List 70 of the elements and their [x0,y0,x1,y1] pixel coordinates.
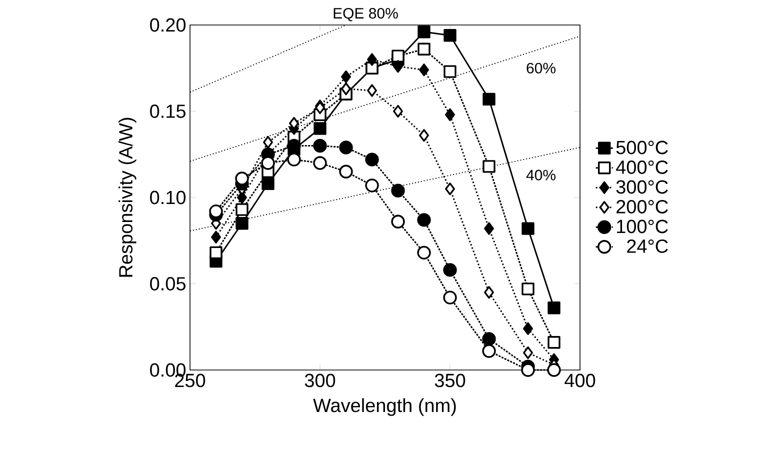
point [445,108,455,122]
legend-label: 500°C [616,140,668,154]
x-axis-title: Wavelength (nm) [313,398,456,416]
annotation: 60% [526,62,556,74]
y-tick-label: 0.05 [150,277,186,290]
point [417,213,431,227]
y-tick-label: 0.20 [150,18,186,32]
point [391,214,405,228]
point [419,129,429,142]
point [392,50,404,62]
point [367,84,377,97]
legend-label: 200°C [616,200,668,214]
legend-label: 24°C [627,239,668,253]
point [547,363,561,377]
point [236,217,248,230]
point [522,282,534,296]
point [314,122,326,135]
x-tick-label: 300 [304,374,336,388]
point [261,156,275,170]
point [209,204,223,218]
point [263,136,273,149]
point [365,178,379,192]
point [482,92,496,106]
legend-label: 100°C [617,220,668,234]
point [482,332,496,346]
point [482,160,496,173]
point [523,322,533,335]
point [341,70,351,84]
point [236,203,248,216]
y-tick-label: 0.10 [150,190,186,204]
point [419,64,429,76]
legend-label: 400°C [616,160,668,174]
x-tick-label: 400 [564,374,596,388]
point [391,184,405,198]
y-tick-label: 0.15 [150,104,186,118]
point [339,140,353,154]
point [287,152,301,166]
point [521,363,535,377]
point [445,182,455,196]
point [341,82,351,96]
point [393,104,403,118]
point [522,222,534,235]
point [523,346,533,360]
point [443,263,457,277]
y-axis-title: Responsivity (A/W) [118,118,136,277]
point [211,230,221,244]
point [444,65,456,78]
point [313,156,327,170]
point [235,172,249,186]
point [262,177,274,190]
point [365,152,379,166]
point [393,60,403,73]
point [417,246,431,260]
x-tick-label: 350 [434,374,466,388]
point [444,29,456,42]
point [339,164,353,178]
point [418,42,430,56]
point [482,344,496,358]
point [548,336,560,349]
point [443,290,457,304]
text: EQE 80% [334,8,398,22]
point [210,246,222,260]
point [418,26,430,38]
point [484,286,494,299]
point [313,138,327,153]
annotation: 40% [526,170,556,180]
legend-label: 300°C [616,180,668,194]
point [367,53,377,66]
point [548,302,560,314]
point [484,222,494,235]
